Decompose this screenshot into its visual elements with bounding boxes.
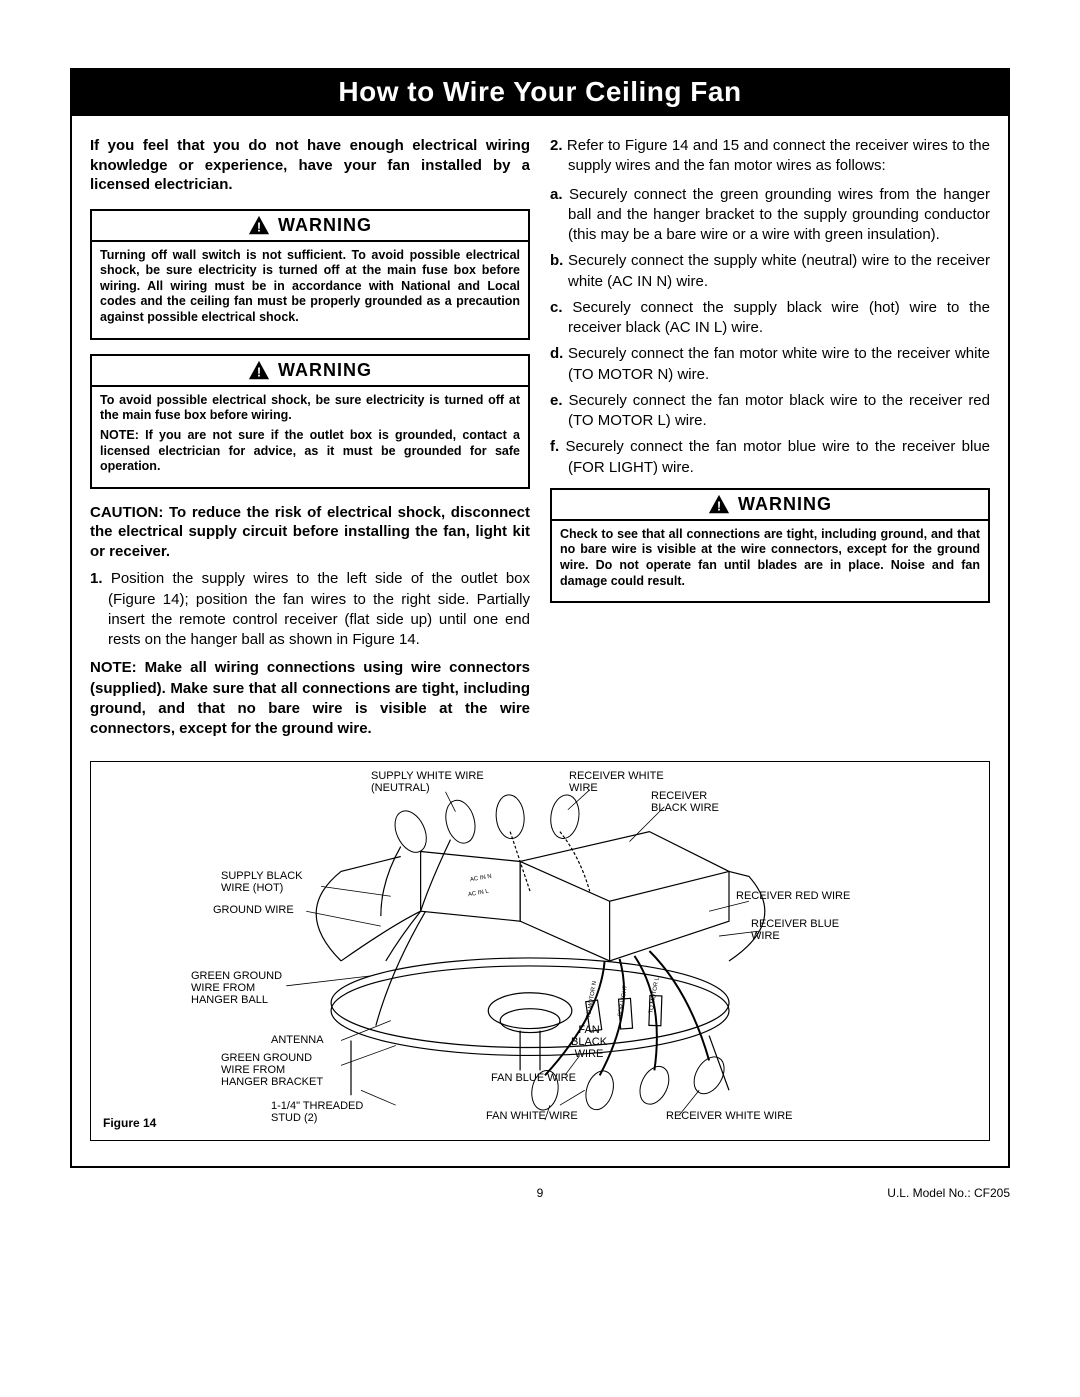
caution-text: CAUTION: To reduce the risk of electrica… — [90, 503, 530, 562]
svg-text:AC IN L: AC IN L — [468, 889, 490, 899]
label-receiver-black: RECEIVER BLACK WIRE — [651, 790, 719, 814]
page-title: How to Wire Your Ceiling Fan — [72, 70, 1008, 116]
label-stud: 1-1/4" THREADED STUD (2) — [271, 1100, 363, 1124]
right-column: 2. Refer to Figure 14 and 15 and connect… — [550, 136, 990, 747]
label-receiver-red: RECEIVER RED WIRE — [736, 890, 850, 902]
warning-box-2: ! WARNING To avoid possible electrical s… — [90, 354, 530, 489]
warning-triangle-icon: ! — [248, 215, 270, 235]
sub-a-text: Securely connect the green grounding wir… — [563, 186, 990, 244]
figure-caption: Figure 14 — [103, 1116, 156, 1130]
sub-d-label: d. — [550, 345, 563, 362]
figure-14: TO MOTOR N FOR LIGHT TO MOTOR L AC IN N … — [90, 761, 990, 1141]
sub-step-c: c. Securely connect the supply black wir… — [550, 298, 990, 339]
sub-step-e: e. Securely connect the fan motor black … — [550, 391, 990, 432]
page-border: How to Wire Your Ceiling Fan If you feel… — [70, 68, 1010, 1168]
label-fan-black: FAN BLACK WIRE — [571, 1024, 607, 1060]
step-1: 1. Position the supply wires to the left… — [90, 569, 530, 650]
sub-a-label: a. — [550, 186, 563, 203]
step-2-label: 2. — [550, 137, 563, 154]
sub-f-label: f. — [550, 438, 559, 455]
page-number: 9 — [70, 1186, 1010, 1200]
warning-header-2: ! WARNING — [92, 356, 528, 387]
sub-step-f: f. Securely connect the fan motor blue w… — [550, 437, 990, 478]
step-2: 2. Refer to Figure 14 and 15 and connect… — [550, 136, 990, 177]
sub-e-text: Securely connect the fan motor black wir… — [563, 392, 990, 429]
warning-box-1: ! WARNING Turning off wall switch is not… — [90, 209, 530, 340]
sub-c-label: c. — [550, 299, 563, 316]
warning-label-2: WARNING — [278, 360, 372, 381]
label-receiver-white-top: RECEIVER WHITE WIRE — [569, 770, 664, 794]
left-column: If you feel that you do not have enough … — [90, 136, 530, 747]
svg-text:!: ! — [257, 219, 261, 234]
warning-3-text: Check to see that all connections are ti… — [560, 527, 980, 590]
warning-body-2: To avoid possible electrical shock, be s… — [92, 387, 528, 487]
warning-2-text-2: NOTE: If you are not sure if the outlet … — [100, 428, 520, 475]
warning-2-text-1: To avoid possible electrical shock, be s… — [100, 393, 520, 424]
warning-body-3: Check to see that all connections are ti… — [552, 521, 988, 602]
label-green-ground-bracket: GREEN GROUND WIRE FROM HANGER BRACKET — [221, 1052, 323, 1088]
label-receiver-blue: RECEIVER BLUE WIRE — [751, 918, 839, 942]
svg-text:FOR LIGHT: FOR LIGHT — [618, 985, 629, 1018]
label-antenna: ANTENNA — [271, 1034, 324, 1046]
svg-text:!: ! — [717, 499, 721, 514]
sub-e-label: e. — [550, 392, 563, 409]
warning-triangle-icon: ! — [248, 360, 270, 380]
step-2-text: Refer to Figure 14 and 15 and connect th… — [563, 137, 990, 174]
page-footer: 9 U.L. Model No.: CF205 — [70, 1186, 1010, 1200]
sub-step-a: a. Securely connect the green grounding … — [550, 185, 990, 246]
warning-header-1: ! WARNING — [92, 211, 528, 242]
warning-triangle-icon: ! — [708, 494, 730, 514]
note-1: NOTE: Make all wiring connections using … — [90, 658, 530, 739]
warning-1-text: Turning off wall switch is not sufficien… — [100, 248, 520, 326]
label-supply-white: SUPPLY WHITE WIRE (NEUTRAL) — [371, 770, 484, 794]
step-1-label: 1. — [90, 570, 103, 587]
label-green-ground-ball: GREEN GROUND WIRE FROM HANGER BALL — [191, 970, 282, 1006]
model-number: U.L. Model No.: CF205 — [887, 1186, 1010, 1200]
warning-label-1: WARNING — [278, 215, 372, 236]
label-fan-blue: FAN BLUE WIRE — [491, 1072, 576, 1084]
label-receiver-white-btm: RECEIVER WHITE WIRE — [666, 1110, 793, 1122]
warning-label-3: WARNING — [738, 494, 832, 515]
sub-c-text: Securely connect the supply black wire (… — [563, 299, 990, 336]
sub-f-text: Securely connect the fan motor blue wire… — [559, 438, 990, 475]
warning-box-3: ! WARNING Check to see that all connecti… — [550, 488, 990, 604]
sub-d-text: Securely connect the fan motor white wir… — [563, 345, 990, 382]
label-fan-white: FAN WHITE WIRE — [486, 1110, 578, 1122]
sub-b-label: b. — [550, 252, 563, 269]
warning-header-3: ! WARNING — [552, 490, 988, 521]
label-supply-black: SUPPLY BLACK WIRE (HOT) — [221, 870, 303, 894]
label-ground-wire: GROUND WIRE — [213, 904, 294, 916]
sub-step-d: d. Securely connect the fan motor white … — [550, 344, 990, 385]
warning-body-1: Turning off wall switch is not sufficien… — [92, 242, 528, 338]
svg-text:!: ! — [257, 365, 261, 380]
svg-text:AC IN N: AC IN N — [470, 874, 493, 884]
step-1-text: Position the supply wires to the left si… — [103, 570, 530, 648]
content: If you feel that you do not have enough … — [72, 116, 1008, 1161]
two-column-layout: If you feel that you do not have enough … — [90, 136, 990, 747]
sub-step-b: b. Securely connect the supply white (ne… — [550, 251, 990, 292]
intro-text: If you feel that you do not have enough … — [90, 136, 530, 195]
sub-b-text: Securely connect the supply white (neutr… — [563, 252, 990, 289]
